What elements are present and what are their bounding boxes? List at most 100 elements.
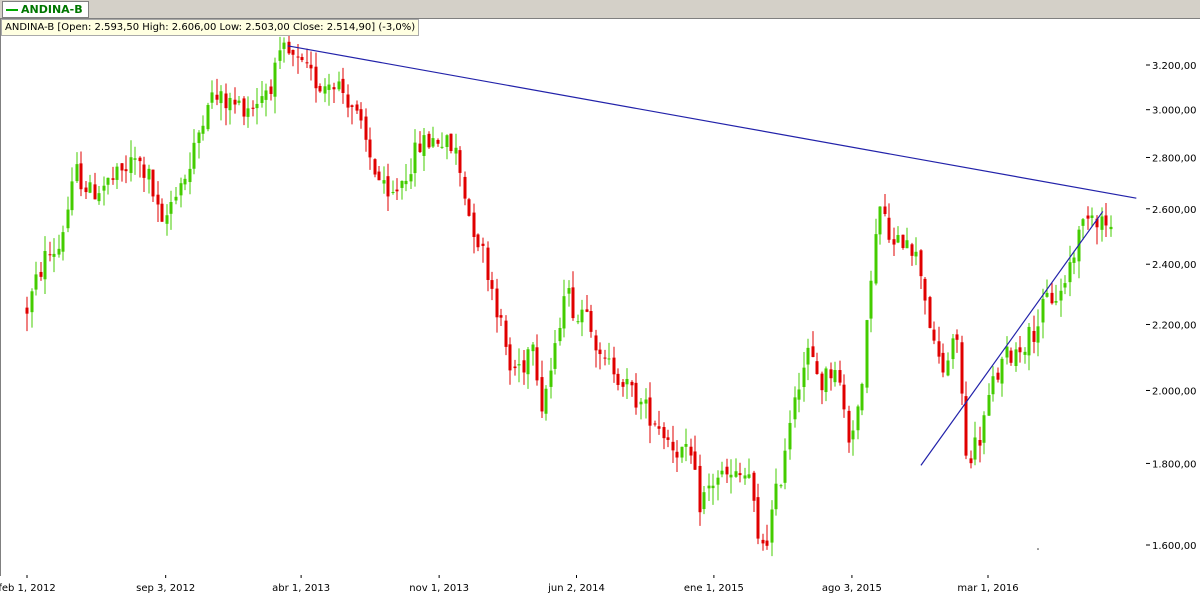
candle-body-down [955,334,959,340]
candle-body-down [648,397,652,426]
info-close: Close: 2.514,90 [292,22,372,33]
candle-body-up [833,370,837,383]
candle-body-up [255,103,259,109]
candle-body-down [1086,215,1090,219]
candle-body-up [1045,292,1049,297]
candle-body-up [878,206,882,235]
candle-body-up [711,485,715,489]
candle-body-up [219,91,223,104]
candle-body-down [603,357,607,359]
candle-body-up [607,358,611,360]
candle-body-down [156,194,160,205]
candle-body-down [634,382,638,408]
candle-body-up [639,401,643,405]
symbol-tab[interactable]: ANDINA-B [2,1,89,18]
candle-body-up [702,492,706,510]
candle-body-up [34,274,38,290]
candle-body-up [788,422,792,450]
candle-body-down [1032,330,1036,342]
candle-body-up [260,96,264,103]
candle-body-up [197,132,201,144]
candle-body-up [1041,298,1045,323]
candlestick-series [25,32,1113,557]
candle-body-down [84,187,88,193]
candle-body-down [892,239,896,245]
candle-body-up [946,360,950,376]
candle-body-up [147,168,151,180]
candle-body-up [991,376,995,395]
candle-body-down [653,423,657,425]
candle-body-down [39,271,43,277]
candle-body-up [896,235,900,243]
candle-body-up [734,471,738,477]
candle-body-down [910,244,914,256]
candle-body-down [395,189,399,192]
candle-body-up [66,209,70,229]
candle-body-up [851,430,855,440]
date-axis-panel[interactable] [0,576,1200,596]
candle-body-down [160,203,164,222]
trendlines [287,45,1137,466]
candle-body-down [481,243,485,246]
candle-body-down [594,335,598,351]
candle-body-up [129,157,133,173]
candle-body-up [88,182,92,193]
candle-body-down [847,410,851,443]
info-symbol: ANDINA-B [5,22,55,33]
candle-body-up [1063,283,1067,288]
candle-body-down [978,440,982,446]
candle-body-down [355,104,359,111]
candle-body-down [508,344,512,371]
candle-body-up [644,399,648,404]
candle-body-up [553,343,557,369]
candle-body-down [341,78,345,93]
candle-body-down [386,176,390,197]
candle-body-down [761,539,765,544]
candle-body-down [883,206,887,215]
candle-body-down [314,66,318,89]
candle-body-up [174,196,178,201]
candle-body-down [472,212,476,237]
candle-body-down [612,357,616,375]
candle-body-up [431,138,435,147]
candle-body-up [865,320,869,388]
x-tick-label: abr 1, 2013 [272,583,330,594]
candle-body-down [725,466,729,475]
candle-body-down [1095,218,1099,228]
candle-body-up [1000,358,1004,384]
candle-body-up [404,180,408,185]
candle-body-up [43,251,47,280]
candle-body-up [115,166,119,180]
candle-body-up [869,280,873,319]
candle-body-up [797,389,801,400]
candle-body-down [630,381,634,386]
candle-body-down [296,56,300,58]
candle-body-down [467,199,471,216]
candle-body-up [413,142,417,174]
candle-body-up [747,474,751,478]
candle-body-down [359,109,363,121]
candle-body-down [305,62,309,64]
candle-body-down [124,169,128,172]
candle-body-up [391,192,395,194]
candle-body-up [75,164,79,182]
x-tick-label: nov 1, 2013 [409,583,469,594]
candle-body-up [567,288,571,294]
price-axis-panel[interactable] [1147,18,1200,576]
candle-body-down [79,163,83,190]
candle-body-down [820,373,824,391]
candle-body-down [842,384,846,410]
candle-body-up [192,142,196,169]
candle-body-down [756,497,760,539]
candle-body-down [621,382,625,387]
candle-body-up [987,394,991,416]
candle-body-up [237,100,241,103]
candle-body-up [206,104,210,130]
candle-body-down [463,176,467,199]
candle-body-up [905,240,909,249]
candle-body-up [517,364,521,366]
candle-body-down [815,361,819,375]
candle-body-up [179,183,183,196]
candle-body-down [585,309,589,312]
